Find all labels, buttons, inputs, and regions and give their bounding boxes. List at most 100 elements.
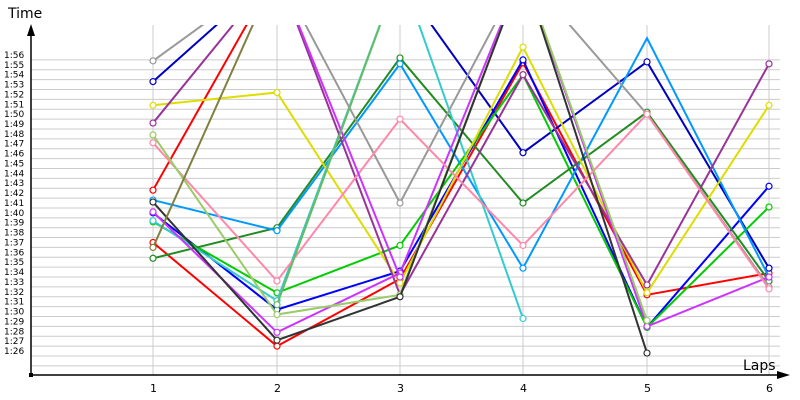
y-tick-label: 1:48 — [4, 130, 24, 140]
data-point-marker — [149, 131, 157, 139]
y-tick-label: 1:46 — [4, 150, 24, 160]
y-tick-label: 1:43 — [4, 179, 24, 189]
data-point-marker — [519, 43, 527, 51]
series-line — [152, 25, 248, 191]
series-line — [152, 60, 770, 348]
x-tick-label: 2 — [274, 382, 281, 395]
y-tick-label: 1:50 — [4, 110, 24, 120]
data-point-marker — [149, 139, 157, 147]
series-cyan — [149, 25, 527, 323]
series-black — [149, 25, 651, 357]
series-line — [152, 112, 770, 290]
data-point-marker — [149, 208, 157, 216]
x-tick-label: 5 — [644, 382, 651, 395]
data-point-marker — [149, 198, 157, 206]
data-point-marker — [149, 217, 157, 225]
series-line — [297, 25, 401, 278]
y-tick-label: 1:39 — [4, 219, 24, 229]
data-point-marker — [519, 241, 527, 250]
y-tick-label: 1:49 — [4, 120, 24, 130]
data-point-marker — [149, 254, 157, 262]
y-tick-label: 1:32 — [4, 288, 24, 298]
y-tick-label: 1:33 — [4, 278, 24, 288]
series-line — [152, 25, 770, 269]
data-point-marker — [149, 101, 157, 109]
y-tick-label: 1:38 — [4, 229, 24, 239]
series-line — [276, 25, 382, 306]
data-point-marker — [643, 281, 651, 289]
x-tick-label: 3 — [397, 382, 404, 395]
y-tick-label: 1:56 — [4, 51, 24, 61]
data-point-marker — [396, 279, 404, 287]
y-tick-labels: 1:261:271:281:291:301:311:321:331:341:35… — [4, 51, 24, 357]
x-tick-labels: 1 2 3 4 5 6 — [150, 382, 773, 395]
series-line — [152, 25, 770, 298]
data-point-marker — [643, 289, 651, 297]
y-tick-label: 1:30 — [4, 308, 24, 318]
data-point-marker — [765, 273, 773, 281]
y-tick-label: 1:26 — [4, 347, 24, 357]
x-tick-label: 6 — [766, 382, 773, 395]
y-tick-label: 1:40 — [4, 209, 24, 219]
data-point-marker — [396, 293, 404, 301]
x-tick-label: 4 — [520, 382, 527, 395]
series-green-b — [273, 25, 382, 309]
data-point-marker — [273, 277, 281, 285]
y-tick-label: 1:27 — [4, 337, 24, 347]
series-yellow — [149, 43, 773, 297]
x-axis-arrow-icon — [777, 371, 790, 379]
data-point-marker — [643, 322, 651, 330]
data-point-marker — [273, 336, 281, 344]
y-tick-label: 1:51 — [4, 100, 24, 110]
y-tick-label: 1:35 — [4, 258, 24, 268]
series-violet-a — [297, 25, 404, 281]
data-point-marker — [765, 60, 773, 68]
data-point-marker — [519, 149, 527, 157]
data-point-marker — [273, 227, 281, 235]
y-tick-label: 1:53 — [4, 81, 24, 91]
data-point-marker — [273, 342, 281, 350]
data-point-marker — [643, 110, 651, 118]
series-red — [149, 59, 773, 350]
data-point-marker — [643, 58, 651, 66]
data-point-marker — [643, 349, 651, 357]
series-line — [152, 44, 770, 295]
data-point-marker — [519, 56, 527, 64]
series-blue — [149, 56, 773, 331]
y-tick-label: 1:44 — [4, 169, 24, 179]
data-point-marker — [396, 241, 404, 250]
y-tick-label: 1:42 — [4, 189, 24, 199]
series-lines — [149, 25, 773, 357]
data-point-marker — [396, 115, 404, 123]
y-tick-label: 1:36 — [4, 248, 24, 258]
series-line — [152, 72, 770, 330]
data-point-marker — [396, 273, 404, 281]
y-tick-label: 1:52 — [4, 90, 24, 100]
data-point-marker — [519, 199, 527, 207]
data-point-marker — [519, 314, 527, 323]
y-tick-label: 1:55 — [4, 61, 24, 71]
series-olive — [149, 25, 254, 252]
y-tick-label: 1:34 — [4, 268, 24, 278]
y-tick-label: 1:41 — [4, 199, 24, 209]
data-point-marker — [643, 316, 651, 325]
data-point-marker — [765, 203, 773, 211]
series-line — [152, 25, 770, 334]
series-line — [152, 25, 524, 319]
data-point-marker — [273, 301, 281, 309]
data-point-marker — [149, 57, 157, 65]
data-point-marker — [149, 186, 157, 194]
data-point-marker — [273, 310, 281, 319]
y-axis-title: Time — [7, 6, 42, 22]
data-point-marker — [765, 285, 773, 293]
data-point-marker — [519, 71, 527, 79]
series-navy — [149, 25, 773, 272]
data-point-marker — [273, 88, 281, 97]
data-point-marker — [396, 54, 404, 62]
data-point-marker — [149, 119, 157, 127]
data-point-marker — [149, 78, 157, 86]
data-point-marker — [765, 101, 773, 109]
y-tick-label: 1:29 — [4, 317, 24, 327]
data-point-marker — [765, 182, 773, 190]
